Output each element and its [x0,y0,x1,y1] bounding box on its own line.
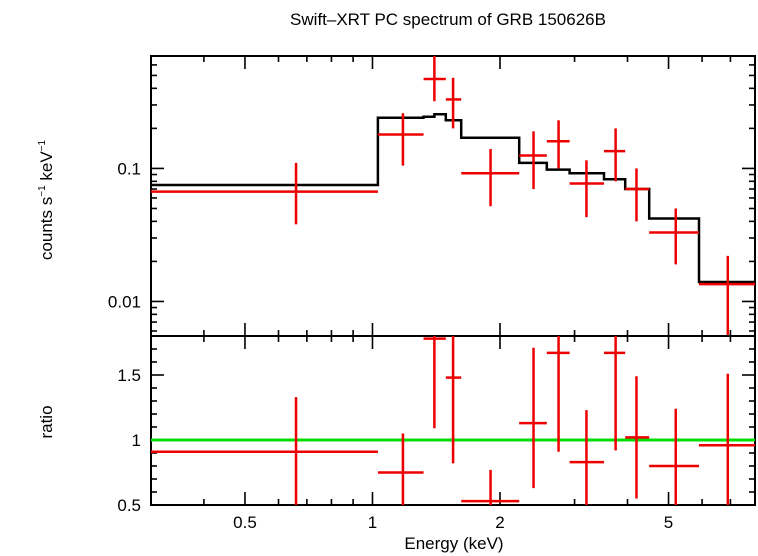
spectrum-y-tick-label: 0.01 [108,292,141,311]
spectrum-data-point [603,128,626,182]
model-step-line [151,113,755,284]
spectrum-data-point [377,113,424,166]
ratio-data-point [377,433,424,505]
chart-title: Swift–XRT PC spectrum of GRB 150626B [290,10,606,29]
ratio-y-tick-label: 1 [132,431,141,450]
spectrum-y-axis-label-mid: keV [37,151,56,186]
ratio-y-tick-label: 0.5 [117,496,141,515]
ratio-data-point [625,376,650,499]
spectrum-data-point [151,162,378,225]
x-tick-label: 2 [495,513,504,532]
spectrum-y-axis-label-sup1: −1 [37,185,48,197]
spectrum-y-axis-label-main: counts s [37,197,56,260]
spectrum-panel: 0.1 0.01 [108,55,756,337]
ratio-data-point [603,336,626,451]
spectrum-y-tick-label: 0.1 [117,159,141,178]
ratio-y-tick-label: 1.5 [117,366,141,385]
ratio-data-point [698,373,755,505]
spectrum-y-axis-label-sup2: −1 [37,139,48,151]
spectrum-data-point [423,56,446,102]
ratio-data-point [569,410,604,505]
x-tick-label: 5 [664,513,673,532]
ratio-data-point [151,397,378,505]
ratio-panel: 0.5 1 1.5 0.5 1 2 5 [117,335,756,532]
x-tick-label: 1 [368,513,377,532]
spectrum-y-axis-label: counts s−1 keV−1 [37,139,56,260]
spectrum-data-point [649,208,699,265]
x-tick-label: 0.5 [233,513,257,532]
ratio-data-point [519,347,547,489]
ratio-y-axis-label: ratio [37,405,56,438]
ratio-data-point [423,336,446,429]
spectrum-data-point [625,168,650,222]
ratio-data-point [461,469,520,505]
spectrum-data-point [461,148,520,207]
x-axis-label: Energy (keV) [404,534,503,553]
spectrum-data-point [445,77,462,129]
ratio-data-point [546,336,570,452]
spectrum-data-point [519,131,547,190]
ratio-data-point [649,408,699,505]
spectrum-data-point [569,160,604,218]
ratio-data-point [445,336,462,464]
spectrum-data-point [546,120,570,169]
spectrum-data-point [698,255,755,336]
